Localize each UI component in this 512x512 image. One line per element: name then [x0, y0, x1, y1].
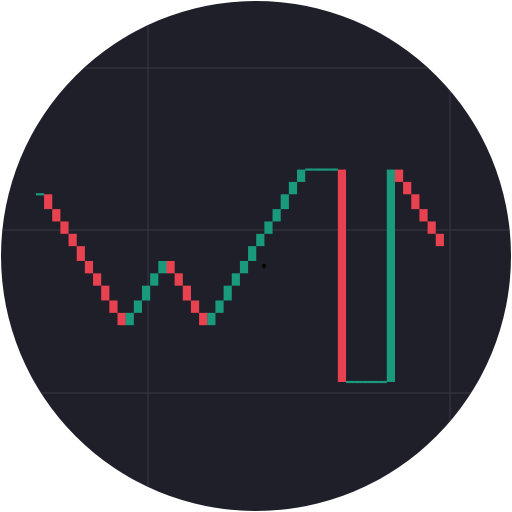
candle-up — [207, 312, 216, 326]
candle-down — [52, 209, 61, 222]
candle-down — [427, 221, 436, 234]
candle-up — [141, 285, 151, 301]
crosshair-marker — [262, 264, 266, 268]
candle-up — [125, 312, 134, 326]
candle-up — [215, 300, 224, 313]
candle-up — [362, 380, 371, 384]
candle-up — [354, 380, 363, 384]
candle-down — [419, 209, 428, 222]
candle-up — [158, 260, 167, 274]
candle-down — [117, 312, 126, 326]
candle-down — [109, 300, 118, 313]
candle-up — [256, 233, 265, 247]
candle-up — [370, 380, 379, 384]
candle-up — [272, 209, 281, 222]
candle-down — [68, 233, 77, 247]
candle-down — [411, 194, 420, 210]
candle-up — [313, 168, 322, 171]
candle-down — [166, 260, 175, 274]
candle-up — [297, 169, 306, 182]
candle-up — [150, 273, 159, 286]
candle-down — [337, 169, 347, 382]
candle-up — [280, 194, 289, 210]
candle-down — [76, 246, 85, 261]
candle-down — [182, 285, 191, 301]
candle-down — [199, 312, 208, 326]
candle-up — [345, 380, 355, 384]
candle-up — [231, 273, 240, 286]
candle-up — [329, 168, 338, 171]
candle-down — [394, 169, 404, 182]
candle-up — [248, 246, 257, 261]
candle-up — [223, 285, 232, 301]
candle-up — [239, 260, 249, 274]
crosshair-dot — [262, 264, 266, 268]
candle-down — [101, 285, 110, 301]
candle-down — [190, 300, 200, 313]
candle-up — [305, 168, 314, 171]
candle-down — [403, 181, 412, 195]
candle-down — [44, 194, 53, 210]
candle-up — [321, 168, 330, 171]
candle-down — [174, 273, 183, 286]
candles — [35, 168, 444, 384]
candle-down — [60, 221, 69, 234]
candle-down — [93, 273, 102, 286]
candle-up — [264, 221, 273, 234]
candle-up — [386, 169, 395, 382]
candle-up — [378, 380, 387, 384]
candle-down — [84, 260, 94, 274]
candle-up — [35, 193, 45, 196]
candle-up — [288, 181, 298, 195]
candle-down — [435, 233, 444, 247]
candle-up — [133, 300, 143, 313]
